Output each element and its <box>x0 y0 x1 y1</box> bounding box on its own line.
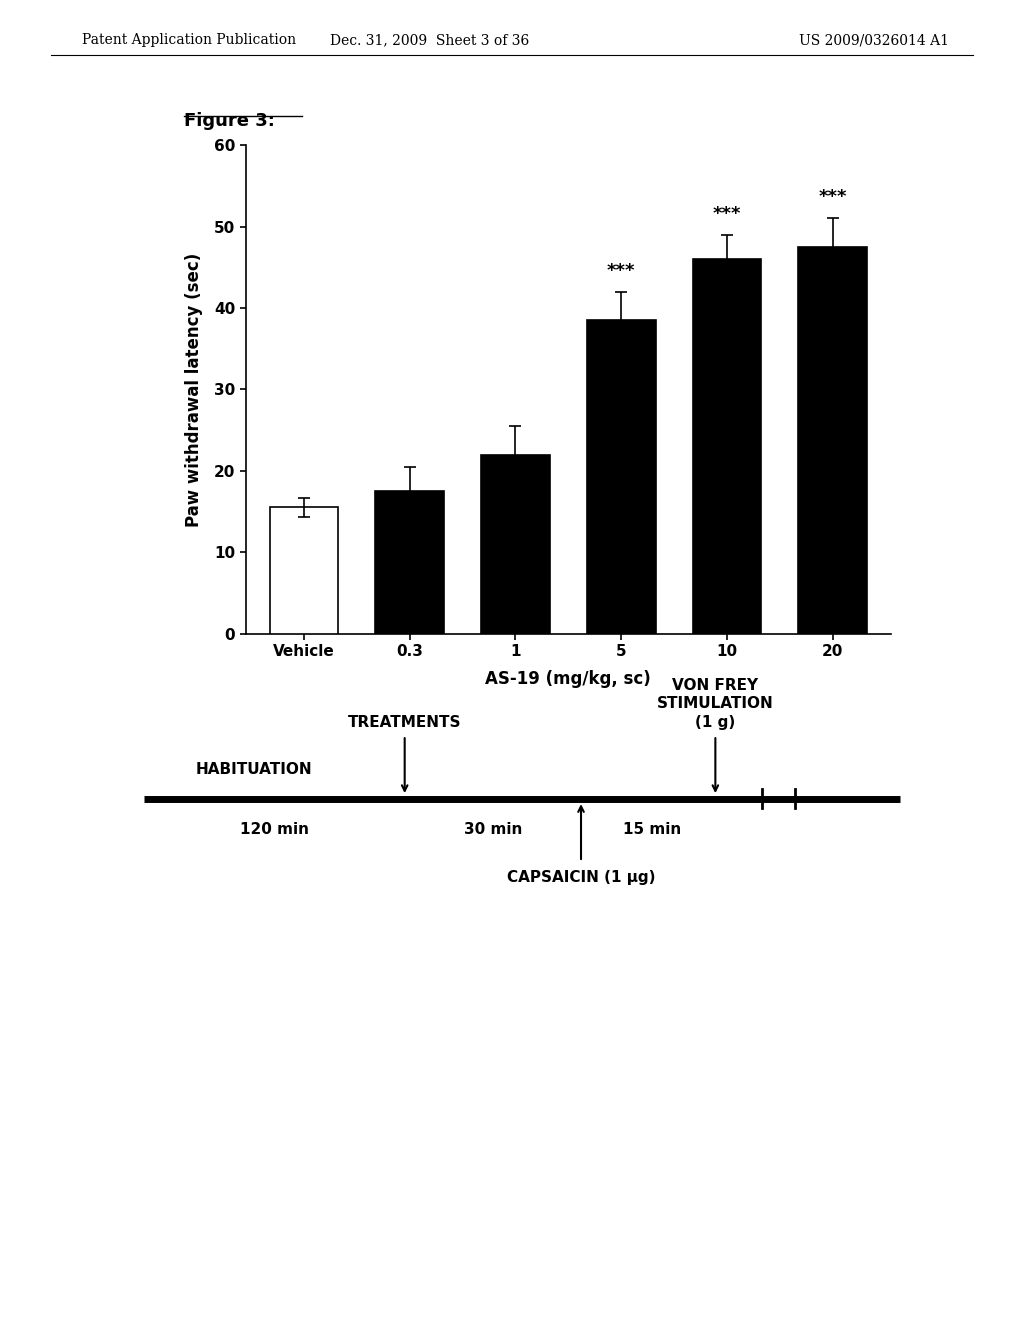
Text: 15 min: 15 min <box>624 822 682 837</box>
Text: VON FREY
STIMULATION
(1 g): VON FREY STIMULATION (1 g) <box>657 677 774 730</box>
Text: US 2009/0326014 A1: US 2009/0326014 A1 <box>799 33 948 48</box>
Bar <box>692 259 761 634</box>
Text: 120 min: 120 min <box>240 822 309 837</box>
Text: TREATMENTS: TREATMENTS <box>348 715 462 730</box>
Text: CAPSAICIN (1 μg): CAPSAICIN (1 μg) <box>507 870 655 884</box>
Bar <box>481 454 550 634</box>
Text: Dec. 31, 2009  Sheet 3 of 36: Dec. 31, 2009 Sheet 3 of 36 <box>331 33 529 48</box>
Text: ***: *** <box>713 205 741 223</box>
Text: ***: *** <box>607 261 636 280</box>
Text: 30 min: 30 min <box>464 822 522 837</box>
Bar <box>587 321 655 634</box>
Y-axis label: Paw withdrawal latency (sec): Paw withdrawal latency (sec) <box>185 252 203 527</box>
Bar <box>269 507 338 634</box>
Text: HABITUATION: HABITUATION <box>196 763 312 777</box>
Text: ***: *** <box>818 189 847 206</box>
Bar <box>799 247 867 634</box>
X-axis label: AS-19 (mg/kg, sc): AS-19 (mg/kg, sc) <box>485 671 651 688</box>
Text: Figure 3:: Figure 3: <box>184 112 275 131</box>
Bar <box>376 491 444 634</box>
Text: Patent Application Publication: Patent Application Publication <box>82 33 296 48</box>
